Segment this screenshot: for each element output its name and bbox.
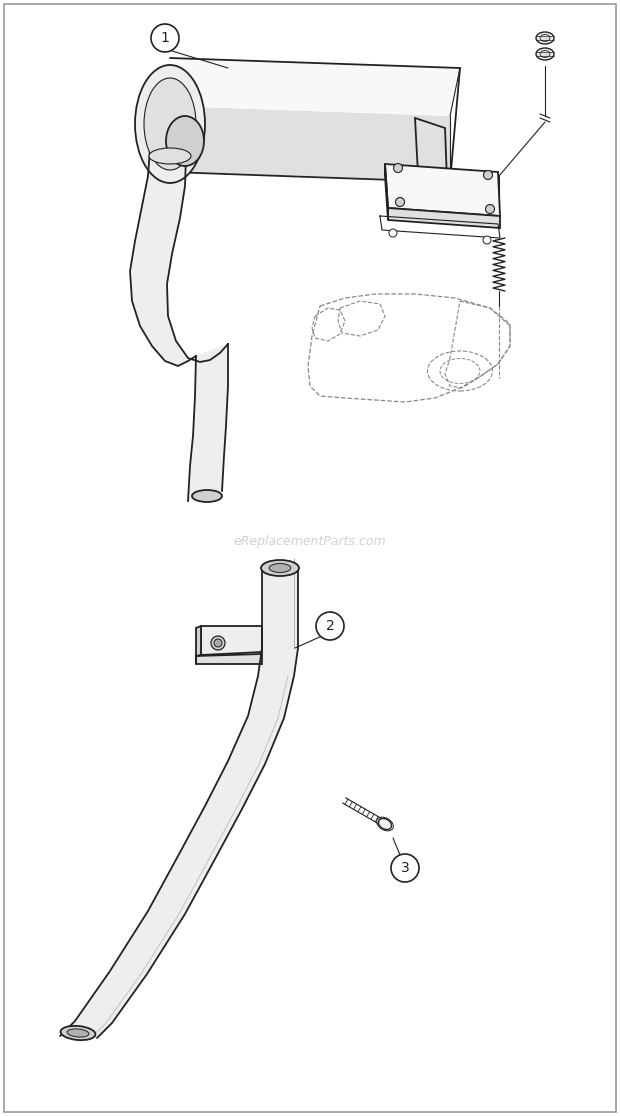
Polygon shape xyxy=(170,106,450,181)
Ellipse shape xyxy=(135,64,205,184)
Circle shape xyxy=(396,198,404,206)
Circle shape xyxy=(485,204,495,213)
Circle shape xyxy=(484,171,492,180)
Polygon shape xyxy=(388,208,500,228)
Circle shape xyxy=(316,612,344,639)
Polygon shape xyxy=(385,164,500,217)
Polygon shape xyxy=(196,626,201,664)
Circle shape xyxy=(389,229,397,237)
Ellipse shape xyxy=(192,490,222,502)
Text: 2: 2 xyxy=(326,619,334,633)
Circle shape xyxy=(214,639,222,647)
Polygon shape xyxy=(170,58,460,116)
Circle shape xyxy=(394,164,402,173)
Circle shape xyxy=(211,636,225,650)
Polygon shape xyxy=(60,648,298,1038)
Ellipse shape xyxy=(135,65,205,183)
Ellipse shape xyxy=(261,560,299,576)
Circle shape xyxy=(483,235,491,244)
Ellipse shape xyxy=(149,148,191,164)
Ellipse shape xyxy=(378,818,392,829)
Polygon shape xyxy=(130,148,228,366)
Polygon shape xyxy=(188,344,228,501)
Polygon shape xyxy=(262,568,298,648)
Circle shape xyxy=(391,854,419,882)
Ellipse shape xyxy=(536,32,554,44)
Text: eReplacementParts.com: eReplacementParts.com xyxy=(234,535,386,548)
Text: 3: 3 xyxy=(401,862,409,875)
Ellipse shape xyxy=(67,1029,89,1037)
Ellipse shape xyxy=(540,35,550,41)
Ellipse shape xyxy=(536,48,554,60)
Ellipse shape xyxy=(269,564,291,573)
Circle shape xyxy=(151,25,179,52)
Polygon shape xyxy=(201,626,262,655)
Text: 1: 1 xyxy=(161,31,169,45)
Polygon shape xyxy=(415,118,447,181)
Ellipse shape xyxy=(166,116,204,166)
Polygon shape xyxy=(385,164,388,220)
Polygon shape xyxy=(196,654,262,664)
Ellipse shape xyxy=(61,1026,95,1040)
Ellipse shape xyxy=(144,78,196,170)
Ellipse shape xyxy=(540,50,550,58)
